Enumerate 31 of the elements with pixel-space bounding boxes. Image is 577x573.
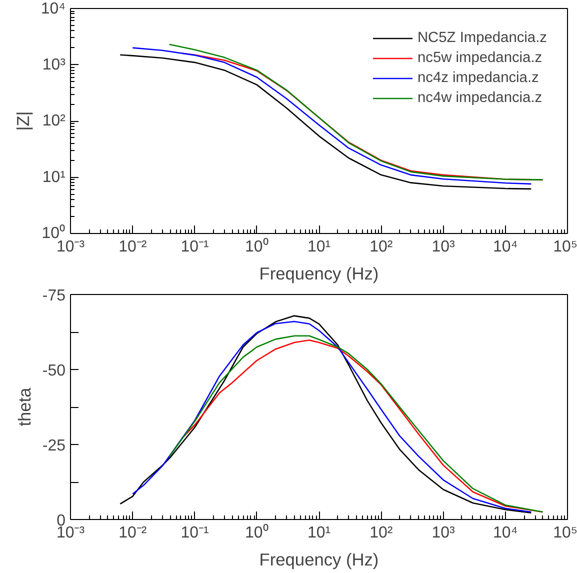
legend-label: nc5w impedancia.z <box>417 50 542 66</box>
y-tick-label: 10⁴ <box>40 0 66 18</box>
y-tick-label: -75 <box>42 288 66 304</box>
x-axis-title: Frequency (Hz) <box>259 264 379 284</box>
x-axis-title: Frequency (Hz) <box>259 550 379 570</box>
x-tick-label: 10⁴ <box>493 238 518 256</box>
legend-label: nc4w impedancia.z <box>417 90 542 106</box>
y-tick-label: 10¹ <box>42 168 66 186</box>
y-axis-title: theta <box>14 387 34 426</box>
y-tick-label: 10² <box>42 112 66 130</box>
y-tick-label: -25 <box>42 438 66 454</box>
x-tick-label: 10⁵ <box>553 524 577 542</box>
x-tick-label: 10¹ <box>307 238 331 256</box>
x-tick-label: 10² <box>370 524 394 542</box>
x-tick-label: 10⁵ <box>553 238 577 256</box>
x-tick-label: 10⁴ <box>493 524 518 542</box>
y-tick-label: 10³ <box>42 56 66 74</box>
x-tick-label: 10² <box>370 238 394 256</box>
x-tick-label: 10¹ <box>307 524 331 542</box>
x-tick-label: 10⁰ <box>244 524 269 542</box>
x-tick-label: 10³ <box>432 238 456 256</box>
x-tick-label: 10⁻¹ <box>180 524 209 542</box>
legend-label: nc4z impedancia.z <box>417 70 539 86</box>
x-tick-label: 10³ <box>432 524 456 542</box>
x-tick-label: 10⁻² <box>118 524 148 542</box>
y-tick-label: -50 <box>42 362 66 380</box>
x-tick-label: 10⁰ <box>244 238 269 256</box>
x-tick-label: 10⁻² <box>118 238 148 256</box>
y-axis-title: |Z| <box>12 111 33 131</box>
x-tick-label: 10⁻¹ <box>180 238 209 256</box>
legend-label: NC5Z Impedancia.z <box>417 30 547 46</box>
